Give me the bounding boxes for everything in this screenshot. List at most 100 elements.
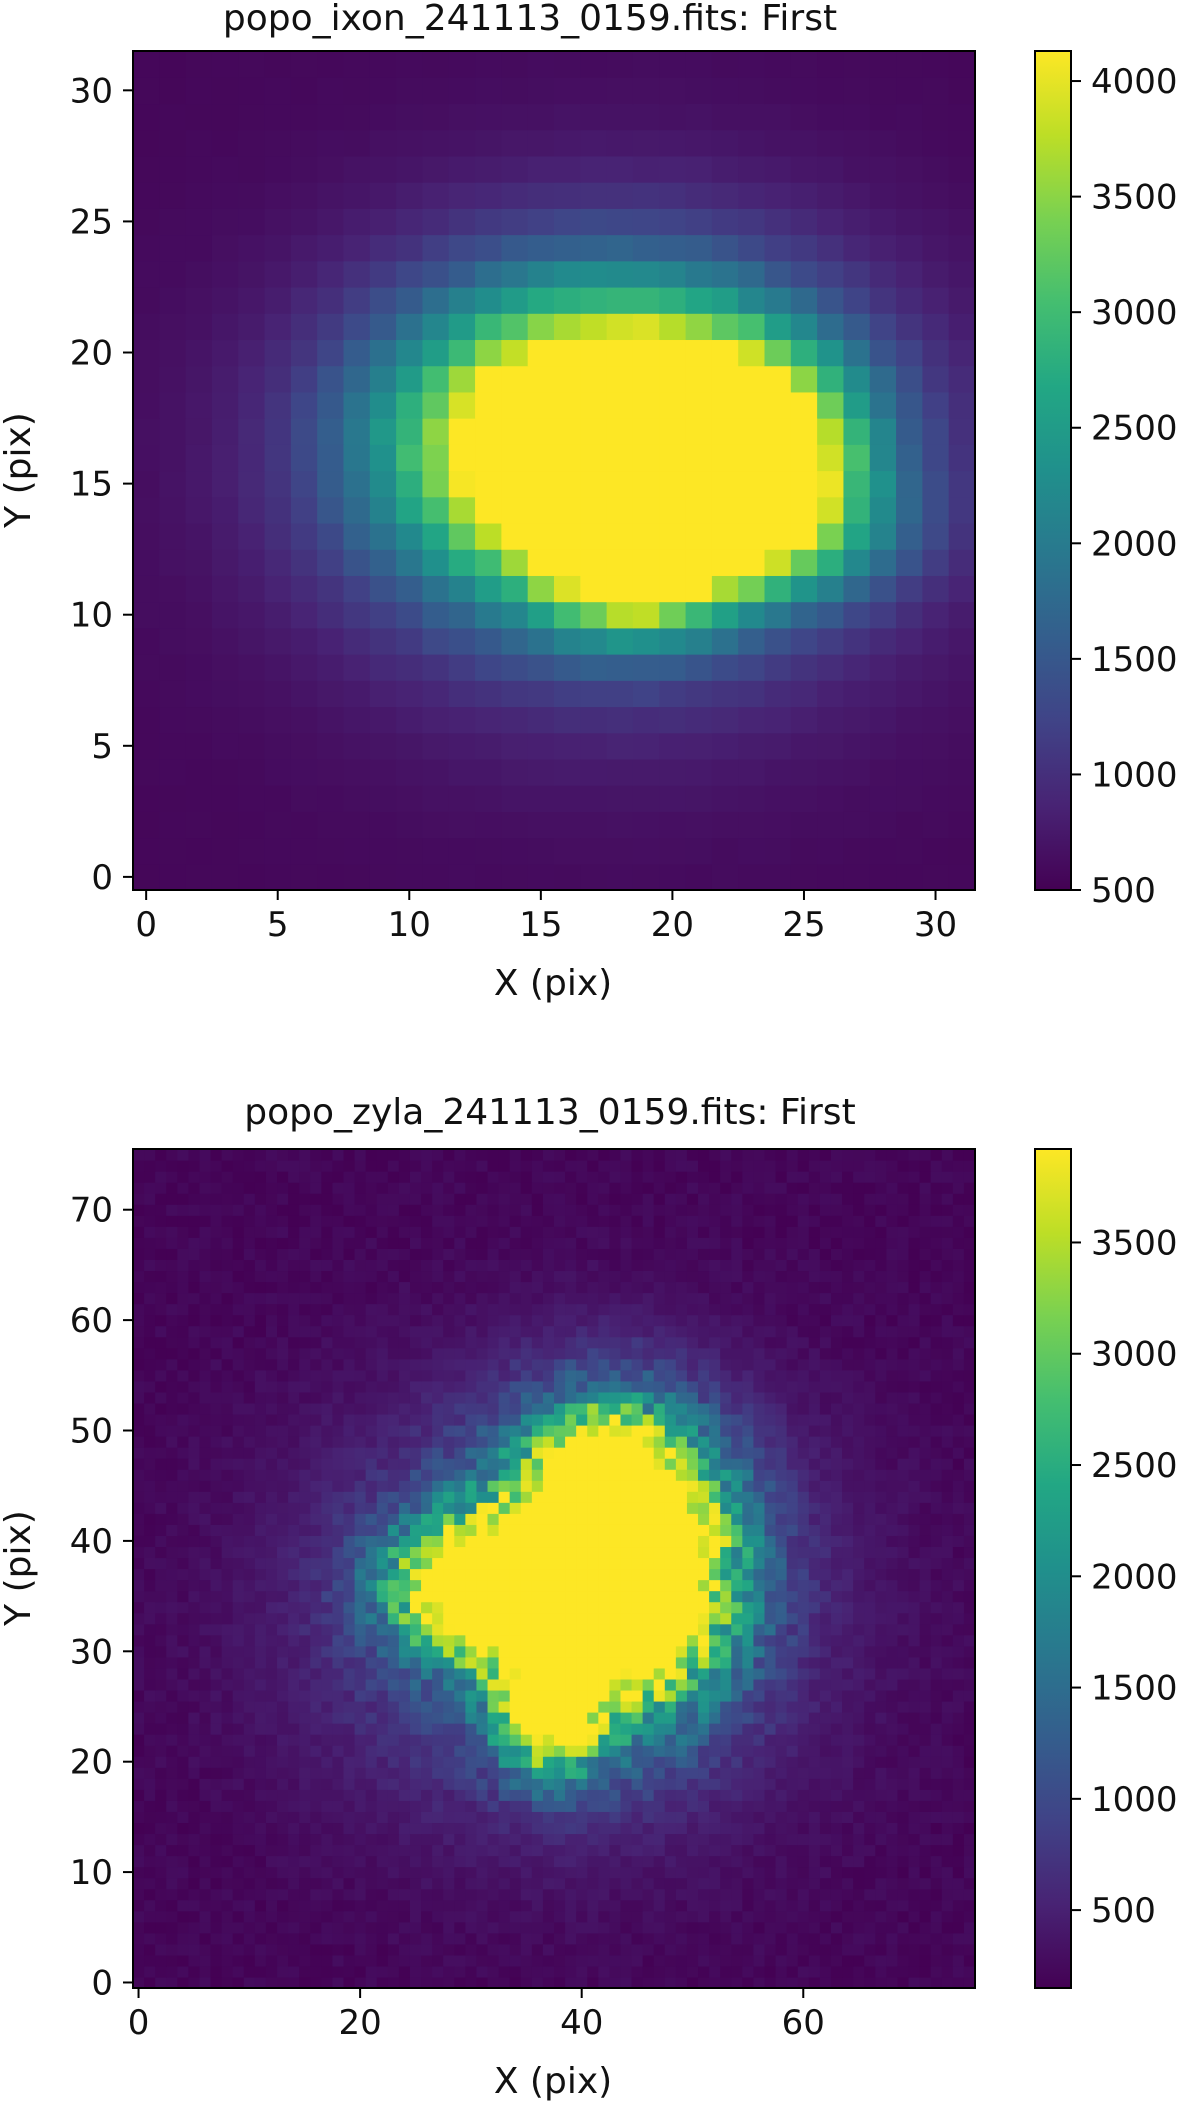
heatmap-cell <box>819 1612 832 1625</box>
heatmap-cell <box>554 1712 566 1724</box>
heatmap-cell <box>343 1866 356 1879</box>
heatmap-cell <box>819 1579 832 1592</box>
heatmap-cell <box>501 129 529 157</box>
heatmap-cell <box>527 785 555 812</box>
heatmap-cell <box>254 1943 267 1956</box>
heatmap-cell <box>731 1767 743 1779</box>
heatmap-cell <box>185 575 213 603</box>
heatmap-cell <box>742 1789 755 1801</box>
heatmap-cell <box>606 234 634 262</box>
heatmap-cell <box>376 1491 389 1503</box>
heatmap-cell <box>653 1712 666 1724</box>
heatmap-cell <box>210 1667 223 1680</box>
heatmap-cell <box>238 706 266 734</box>
heatmap-cell <box>853 1469 865 1481</box>
heatmap-cell <box>185 129 213 157</box>
heatmap-cell <box>531 1413 544 1426</box>
heatmap-cell <box>332 1413 345 1426</box>
heatmap-cell <box>343 444 371 472</box>
heatmap-cell <box>265 1601 278 1614</box>
heatmap-cell <box>238 811 266 839</box>
heatmap-cell <box>221 1645 234 1658</box>
heatmap-cell <box>159 811 187 839</box>
heatmap-cell <box>254 1723 267 1735</box>
heatmap-cell <box>698 1480 710 1492</box>
heatmap-cell <box>396 863 424 891</box>
heatmap-cell <box>742 1976 755 1989</box>
heatmap-cell <box>817 601 845 629</box>
heatmap-cell <box>565 1502 577 1514</box>
heatmap-cell <box>520 1436 533 1448</box>
heatmap-cell <box>632 365 660 393</box>
heatmap-cell <box>554 1480 566 1492</box>
heatmap-cell <box>606 470 634 498</box>
heatmap-cell <box>576 1469 588 1481</box>
heatmap-cell <box>264 732 292 760</box>
heatmap-cell <box>542 1800 555 1812</box>
heatmap-cell <box>398 1524 411 1536</box>
heatmap-cell <box>133 1612 145 1625</box>
heatmap-cell <box>487 1634 500 1647</box>
heatmap-cell <box>343 1789 356 1801</box>
heatmap-cell <box>686 1491 699 1503</box>
heatmap-cell <box>609 1712 622 1724</box>
heatmap-cell <box>930 1623 943 1636</box>
heatmap-cell <box>199 1436 212 1448</box>
heatmap-cell <box>144 1689 156 1702</box>
heatmap-cell <box>409 1623 422 1636</box>
heatmap-cell <box>620 1723 633 1735</box>
heatmap-cell <box>321 1535 334 1548</box>
heatmap-cell <box>919 1976 932 1989</box>
heatmap-cell <box>221 1424 234 1437</box>
heatmap-cell <box>598 1767 610 1779</box>
heatmap-cell <box>819 1458 832 1470</box>
heatmap-cell <box>232 1800 245 1812</box>
heatmap-cell <box>509 1424 522 1437</box>
heatmap-cell <box>265 1502 278 1514</box>
heatmap-cell <box>875 1700 887 1713</box>
heatmap-cell <box>686 1943 699 1956</box>
heatmap-cell <box>527 680 555 708</box>
heatmap-cell <box>817 260 845 288</box>
heatmap-cell <box>177 1976 189 1989</box>
heatmap-cell <box>376 1645 389 1658</box>
heatmap-cell <box>606 208 634 236</box>
heatmap-cell <box>853 1645 865 1658</box>
heatmap-cell <box>343 1645 356 1658</box>
heatmap-cell <box>487 1413 500 1426</box>
heatmap-cell <box>398 1877 411 1890</box>
heatmap-cell <box>396 601 424 629</box>
heatmap-cell <box>797 1568 810 1581</box>
heatmap-cell <box>144 1590 156 1603</box>
heatmap-cell <box>144 1866 156 1879</box>
heatmap-cell <box>343 1954 356 1967</box>
heatmap-cell <box>310 1877 322 1890</box>
heatmap-cell <box>243 1954 256 1967</box>
heatmap-cell <box>475 549 502 576</box>
heatmap-cell <box>133 1932 145 1945</box>
heatmap-cell <box>531 1778 544 1790</box>
heatmap-cell <box>786 1833 799 1846</box>
heatmap-cell <box>576 1502 588 1514</box>
heatmap-cell <box>133 654 160 681</box>
heatmap-cell <box>720 1447 732 1459</box>
heatmap-cell <box>753 1855 766 1868</box>
heatmap-cell <box>620 1734 633 1746</box>
heatmap-cell <box>731 1590 743 1603</box>
heatmap-cell <box>321 1424 334 1437</box>
heatmap-cell <box>738 654 766 681</box>
heatmap-cell <box>396 103 424 131</box>
heatmap-cell <box>764 391 792 419</box>
heatmap-cell <box>509 1910 522 1923</box>
heatmap-cell <box>653 1844 666 1857</box>
heatmap-cell <box>166 1822 178 1835</box>
heatmap-cell <box>188 1700 201 1713</box>
heatmap-cell <box>199 1734 212 1746</box>
heatmap-cell <box>498 1557 511 1570</box>
heatmap-cell <box>332 1954 345 1967</box>
heatmap-cell <box>343 1778 356 1790</box>
heatmap-cell <box>343 1745 356 1757</box>
heatmap-cell <box>580 837 608 865</box>
heatmap-cell <box>232 1723 245 1735</box>
heatmap-cell <box>144 1678 156 1691</box>
